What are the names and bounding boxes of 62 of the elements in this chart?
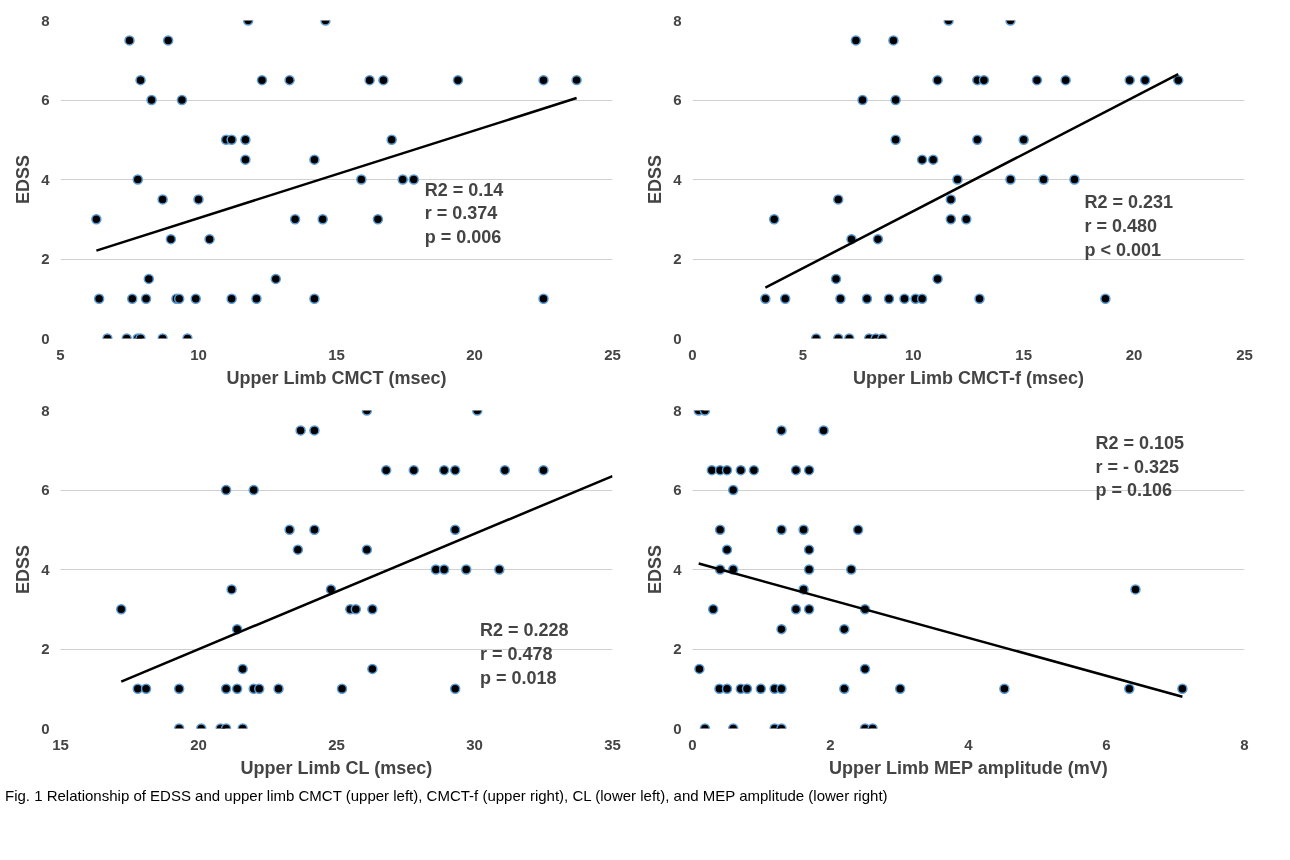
y-tick-label: 4 [41, 170, 51, 188]
annotation: p = 0.018 [480, 668, 557, 689]
y-tick-label: 8 [41, 11, 50, 29]
y-tick-label: 0 [41, 719, 50, 737]
y-tick-label: 8 [41, 401, 50, 419]
x-tick-label: 0 [688, 735, 697, 753]
y-tick-label: 6 [41, 481, 50, 498]
x-tick-label: 35 [604, 735, 621, 753]
annotation: r = 0.480 [1084, 216, 1157, 237]
y-tick-label: 8 [673, 11, 682, 29]
y-tick-label: 6 [673, 481, 682, 498]
x-axis-title: Upper Limb CMCT-f (msec) [852, 367, 1085, 388]
x-tick-label: 10 [904, 345, 922, 363]
x-tick-label: 8 [1240, 735, 1249, 753]
x-axis-title: Upper Limb CMCT (msec) [226, 367, 447, 388]
y-axis-title: EDSS [645, 544, 666, 595]
y-tick-label: 6 [673, 91, 682, 108]
annotation: r = 0.374 [424, 203, 498, 224]
x-tick-label: 6 [1102, 735, 1111, 753]
y-tick-label: 0 [41, 329, 50, 347]
y-tick-label: 4 [41, 560, 51, 578]
y-tick-label: 0 [673, 719, 682, 737]
y-tick-label: 2 [673, 640, 682, 657]
x-tick-label: 25 [1236, 345, 1253, 363]
y-tick-label: 6 [41, 91, 50, 108]
x-tick-label: 30 [466, 735, 483, 753]
annotation: p = 0.106 [1095, 480, 1173, 501]
y-tick-label: 8 [673, 401, 682, 419]
x-tick-label: 20 [466, 345, 483, 363]
x-tick-label: 15 [52, 735, 69, 753]
x-tick-label: 2 [826, 735, 835, 753]
annotation: R2 = 0.14 [424, 179, 504, 200]
x-tick-label: 15 [1015, 345, 1033, 363]
x-tick-label: 15 [328, 345, 345, 363]
annotation: R2 = 0.231 [1084, 192, 1173, 213]
x-tick-label: 25 [604, 345, 621, 363]
annotation: r = - 0.325 [1095, 456, 1180, 477]
y-tick-label: 4 [673, 170, 683, 188]
annotation: R2 = 0.228 [480, 620, 569, 641]
y-tick-label: 2 [41, 640, 50, 657]
x-tick-label: 10 [190, 345, 207, 363]
y-axis-title: EDSS [645, 154, 666, 205]
annotation: p = 0.006 [424, 227, 502, 248]
y-tick-label: 4 [673, 560, 683, 578]
x-axis-title: Upper Limb MEP amplitude (mV) [828, 757, 1108, 778]
y-axis-title: EDSS [13, 154, 34, 205]
annotation: r = 0.478 [480, 644, 553, 665]
annotation: p < 0.001 [1084, 239, 1161, 260]
x-tick-label: 25 [328, 735, 345, 753]
x-tick-label: 0 [688, 345, 697, 363]
x-axis-title: Upper Limb CL (msec) [240, 757, 433, 778]
annotation: R2 = 0.105 [1095, 432, 1185, 453]
x-tick-label: 20 [190, 735, 207, 753]
x-tick-label: 5 [798, 345, 808, 363]
y-axis-title: EDSS [13, 544, 34, 595]
y-tick-label: 2 [673, 250, 682, 267]
x-tick-label: 20 [1125, 345, 1143, 363]
x-tick-label: 4 [964, 735, 974, 753]
y-tick-label: 0 [673, 329, 682, 347]
x-tick-label: 5 [56, 345, 65, 363]
caption: Fig. 1 Relationship of EDSS and upper limb CMCT (upper left), CMCT-f (upper right), CL (lower left), and MEP amplitude (lower right) [5, 786, 888, 806]
y-tick-label: 2 [41, 250, 50, 267]
